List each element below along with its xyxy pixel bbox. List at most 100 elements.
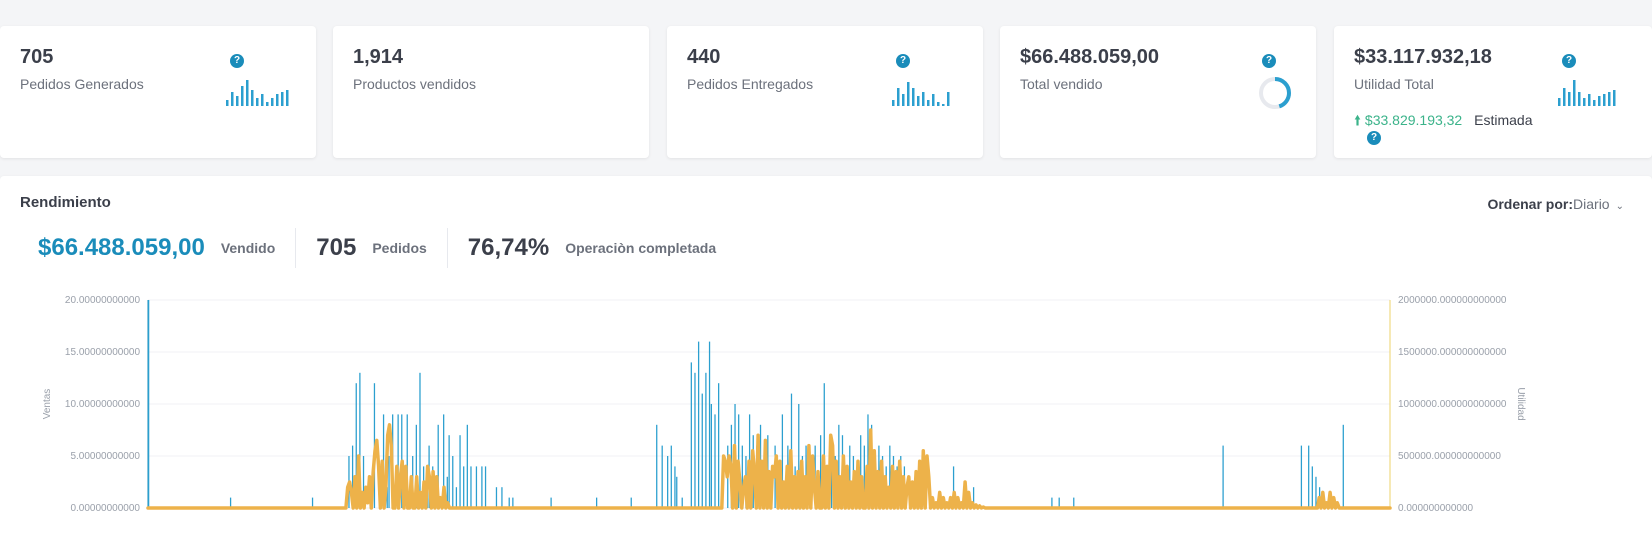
sparkline-bar — [1593, 100, 1596, 106]
arrow-up-icon: 🠙 — [1354, 112, 1362, 128]
stats-row: $66.488.059,00 Vendido 705 Pedidos 76,74… — [38, 228, 756, 268]
bar — [1342, 424, 1344, 508]
bar — [674, 466, 676, 508]
bar — [466, 424, 468, 508]
kpi-value: 1,914 — [353, 46, 404, 68]
bar — [1058, 497, 1060, 508]
help-icon[interactable]: ? — [230, 54, 244, 68]
sparkline-bar — [246, 80, 249, 106]
bar — [463, 466, 465, 508]
kpi-card-productos-vendidos: 1,914 Productos vendidos ? — [333, 26, 958, 158]
sparkline-bar — [917, 96, 920, 106]
help-icon[interactable]: ? — [1562, 54, 1576, 68]
y-tick-label: 15.00000000000 — [65, 347, 141, 358]
bar — [656, 424, 658, 508]
kpi-label: Pedidos Generados — [20, 76, 144, 92]
sparkline-bar — [256, 98, 259, 106]
bar — [459, 435, 461, 508]
bar — [741, 445, 743, 508]
bar — [148, 300, 150, 508]
stat-number: $66.488.059,00 — [38, 234, 205, 261]
estimate-row: 🠙 $33.829.193,32 Estimada — [1354, 110, 1532, 134]
y-tick-label: 5.00000000000 — [70, 451, 140, 462]
stat-pedidos: 705 Pedidos — [316, 228, 448, 268]
bar — [972, 487, 975, 508]
bar — [1315, 476, 1317, 508]
order-by-dropdown[interactable]: Ordenar por:Diario ⌄ — [1487, 196, 1624, 212]
mini-bar-chart — [892, 82, 950, 106]
kpi-card-total-vendido: $66.488.059,00 Total vendido ? — [1000, 26, 1316, 158]
y-tick-label: 10.00000000000 — [65, 399, 141, 410]
sparkline-bar — [276, 94, 279, 106]
kpi-value: $66.488.059,00 — [1020, 46, 1160, 68]
y2-tick-label: 500000.000000000000 — [1398, 451, 1501, 462]
bar — [952, 466, 955, 508]
bar — [863, 445, 865, 508]
sparkline-bar — [1608, 92, 1611, 106]
bar — [705, 372, 707, 508]
bar — [229, 497, 232, 508]
ring-chart — [1259, 77, 1291, 109]
bar — [798, 404, 800, 508]
order-by-label: Ordenar por: — [1487, 196, 1574, 212]
bar — [415, 424, 417, 508]
y2-tick-label: 0.000000000000 — [1398, 503, 1474, 514]
ring-progress — [1259, 77, 1291, 109]
bar — [781, 414, 784, 508]
bar — [351, 445, 354, 508]
bar — [849, 445, 851, 508]
bar — [481, 466, 483, 508]
bar — [718, 383, 720, 508]
bar — [475, 466, 478, 508]
kpi-value: 705 — [20, 46, 54, 68]
estimate-value: $33.829.193,32 — [1364, 112, 1463, 128]
help-icon[interactable]: ? — [896, 54, 910, 68]
kpi-value: 440 — [687, 46, 721, 68]
bar — [311, 497, 314, 508]
sparkline-bar — [897, 88, 900, 106]
sparkline-bar — [1563, 88, 1566, 106]
bar — [661, 445, 663, 508]
bar — [681, 497, 683, 508]
kpi-label: Total vendido — [1020, 76, 1103, 92]
y2-axis-title: Utilidad — [1515, 387, 1526, 420]
y2-tick-label: 1000000.000000000000 — [1398, 399, 1507, 410]
kpi-value: $33.117.932,18 — [1354, 46, 1492, 68]
bar — [867, 414, 869, 508]
bar — [1308, 445, 1310, 508]
sparkline-bar — [236, 96, 239, 106]
estimate-label: Estimada — [1474, 112, 1533, 128]
bar — [838, 424, 840, 508]
bar — [388, 456, 390, 508]
bar — [495, 487, 498, 508]
bar — [484, 466, 487, 508]
bar — [710, 404, 712, 508]
help-icon[interactable]: ? — [1262, 54, 1276, 68]
y-axis-title: Ventas — [42, 389, 53, 420]
kpi-label: Productos vendidos — [353, 76, 476, 92]
bar — [694, 372, 696, 508]
bar — [889, 445, 891, 508]
sparkline-bar — [912, 88, 915, 106]
sparkline-bar — [902, 94, 905, 106]
stat-vendido: $66.488.059,00 Vendido — [38, 228, 297, 268]
sparkline-bar — [1603, 94, 1606, 106]
sparkline-bar — [271, 98, 274, 106]
bar — [386, 487, 388, 508]
bar — [359, 372, 361, 508]
sparkline-bar — [286, 90, 289, 106]
panel-title: Rendimiento — [20, 194, 111, 211]
sparkline-bar — [1578, 92, 1581, 106]
sparkline-bar — [231, 92, 234, 106]
y-tick-label: 0.00000000000 — [70, 503, 140, 514]
performance-panel: Rendimiento Ordenar por:Diario ⌄ $66.488.… — [0, 176, 1652, 537]
mini-bar-chart — [226, 80, 289, 106]
sparkline-bar — [907, 82, 910, 106]
bar — [448, 435, 450, 508]
sparkline-bar — [226, 100, 229, 106]
stat-caption: Operaciòn completada — [565, 240, 717, 256]
sparkline-bar — [1568, 92, 1571, 106]
bar — [512, 497, 514, 508]
stat-caption: Vendido — [220, 240, 276, 256]
help-icon[interactable]: ? — [1367, 131, 1381, 145]
